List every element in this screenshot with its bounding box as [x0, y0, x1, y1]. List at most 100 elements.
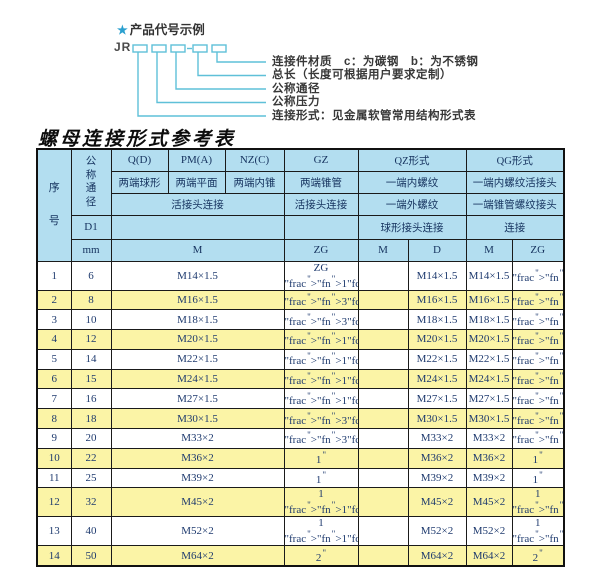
header-outer-thread: 一端外螺纹 — [357, 192, 467, 216]
cell-dn: 12 — [70, 329, 112, 350]
cell-m: M45×2 — [110, 487, 285, 518]
header-empty-cell — [283, 214, 359, 240]
cell-qz_m — [357, 408, 409, 430]
cell-qz_m — [357, 447, 409, 469]
legend-label-diameter: 公称通径 — [272, 82, 320, 95]
cell-seq: 13 — [36, 516, 72, 547]
legend-label-material: 连接件材质 c：为碳钢 b：为不锈钢 — [272, 55, 479, 68]
cell-gz: 1" — [283, 467, 359, 489]
code-box — [192, 44, 208, 53]
cell-m: M27×1.5 — [110, 388, 285, 410]
cell-gz: "frac">"fn">3"fd">8" — [283, 309, 359, 331]
cell-dn: 15 — [70, 368, 112, 390]
cell-qz_m — [357, 368, 409, 390]
cell-seq: 7 — [36, 388, 72, 410]
cell-seq: 1 — [36, 260, 72, 291]
header-unit-qg-m: M — [465, 238, 513, 262]
header-row-connection: 活接头连接 活接头连接 一端外螺纹 一端锥管螺纹接头 — [37, 192, 565, 216]
cell-m: M16×1.5 — [110, 289, 285, 311]
star-icon: ★ — [117, 23, 128, 37]
code-box — [211, 44, 227, 53]
header-union-connection-gz: 活接头连接 — [283, 192, 359, 216]
header-row-units: mm M ZG M D M ZG — [37, 238, 565, 262]
cell-qg_m: M18×1.5 — [465, 309, 513, 331]
table-row: 11 25 M39×2 1" M39×2 M39×2 1" — [36, 467, 565, 489]
table-row: 10 22 M36×2 1" M36×2 M36×2 1" — [36, 447, 565, 469]
cell-m: M22×1.5 — [110, 348, 285, 370]
code-box — [170, 44, 186, 53]
cell-qg_zg: "frac">"fn">1"fd">2" — [511, 388, 565, 410]
cell-m: M33×2 — [110, 428, 285, 449]
legend-connector-diagram — [132, 44, 266, 117]
cell-seq: 6 — [36, 368, 72, 390]
header-ball-joint-connection: 球形接头连接 — [357, 214, 467, 240]
cell-qz_d: M18×1.5 — [407, 309, 467, 331]
table-title: 螺母连接形式参考表 — [38, 129, 237, 150]
table-row: 716M27×1.5"frac">"fn">1"fd">2"M27×1.5M27… — [36, 388, 565, 410]
connector-line — [156, 52, 266, 104]
header-type-taper: 两端锥管 — [283, 170, 359, 194]
cell-qz_d: M22×1.5 — [407, 348, 467, 370]
cell-qg_m: M36×2 — [465, 447, 513, 469]
header-type-ball: 两端球形 — [110, 170, 169, 194]
table-row: 920M33×2"frac">"fn">3"fd">4"M33×2M33×2"f… — [36, 428, 565, 449]
cell-qz_m — [357, 329, 409, 350]
nut-connection-reference-table: 序号 公称通径 Q(D) PM(A) NZ(C) GZ QZ形式 QG形式 两端… — [36, 148, 566, 567]
table-row: 514M22×1.5"frac">"fn">1"fd">2"M22×1.5M22… — [36, 348, 565, 370]
header-taper-thread-joint: 一端锥管螺纹接头 — [465, 192, 565, 216]
cell-seq: 14 — [36, 545, 72, 567]
cell-m: M18×1.5 — [110, 309, 285, 331]
header-connection: 连接 — [465, 214, 565, 240]
cell-dn: 18 — [70, 408, 112, 430]
cell-qz_d: M27×1.5 — [407, 388, 467, 410]
cell-qg_m: M27×1.5 — [465, 388, 513, 410]
connector-line — [197, 52, 266, 77]
cell-qg_m: M33×2 — [465, 428, 513, 449]
header-row-end-types: 两端球形 两端平面 两端内锥 两端锥管 一端内螺纹 一端内螺纹活接头 — [37, 170, 565, 194]
cell-qz_m — [357, 516, 409, 547]
cell-m: M14×1.5 — [110, 260, 285, 291]
cell-seq: 8 — [36, 408, 72, 430]
cell-qg_m: M16×1.5 — [465, 289, 513, 311]
cell-qg_zg: 1 "frac">"fn">1"fd">4" — [511, 487, 565, 518]
cell-qg_m: M64×2 — [465, 545, 513, 567]
cell-dn: 6 — [70, 260, 112, 291]
connector-line — [175, 52, 266, 90]
cell-dn: 14 — [70, 348, 112, 370]
cell-m: M39×2 — [110, 467, 285, 489]
cell-seq: 5 — [36, 348, 72, 370]
cell-qz_d: M64×2 — [407, 545, 467, 567]
table-row: 310M18×1.5"frac">"fn">3"fd">8"M18×1.5M18… — [36, 309, 565, 331]
header-nominal-diameter: 公称通径 — [70, 148, 112, 216]
cell-qz_d: M52×2 — [407, 516, 467, 547]
cell-dn: 50 — [70, 545, 112, 567]
cell-gz: "frac">"fn">3"fd">8" — [283, 289, 359, 311]
header-unit-m: M — [110, 238, 285, 262]
cell-qg_zg: "frac">"fn">1"fd">2" — [511, 348, 565, 370]
cell-seq: 2 — [36, 289, 72, 311]
header-group-pma: PM(A) — [167, 148, 226, 172]
cell-gz: "frac">"fn">1"fd">2" — [283, 348, 359, 370]
cell-qg_m: M39×2 — [465, 467, 513, 489]
legend-title: ★ 产品代号示例 — [117, 19, 205, 38]
legend-label-connection: 连接形式：见金属软管常用结构形式表 — [272, 109, 476, 122]
cell-qz_m — [357, 388, 409, 410]
table-row: 28M16×1.5"frac">"fn">3"fd">8"M16×1.5M16×… — [36, 289, 565, 311]
connector-line — [216, 52, 266, 63]
cell-qg_m: M14×1.5 — [465, 260, 513, 291]
cell-qg_zg: "frac">"fn">1"fd">2" — [511, 368, 565, 390]
cell-qg_zg: "frac">"fn">3"fd">4" — [511, 428, 565, 449]
cell-dn: 20 — [70, 428, 112, 449]
header-union-connection: 活接头连接 — [110, 192, 285, 216]
header-unit-zg: ZG — [283, 238, 359, 262]
code-box — [151, 44, 167, 53]
cell-qz_d: M30×1.5 — [407, 408, 467, 430]
cell-seq: 10 — [36, 447, 72, 469]
header-group-nzc: NZ(C) — [224, 148, 285, 172]
cell-qz_m — [357, 260, 409, 291]
cell-qz_m — [357, 467, 409, 489]
cell-seq: 9 — [36, 428, 72, 449]
